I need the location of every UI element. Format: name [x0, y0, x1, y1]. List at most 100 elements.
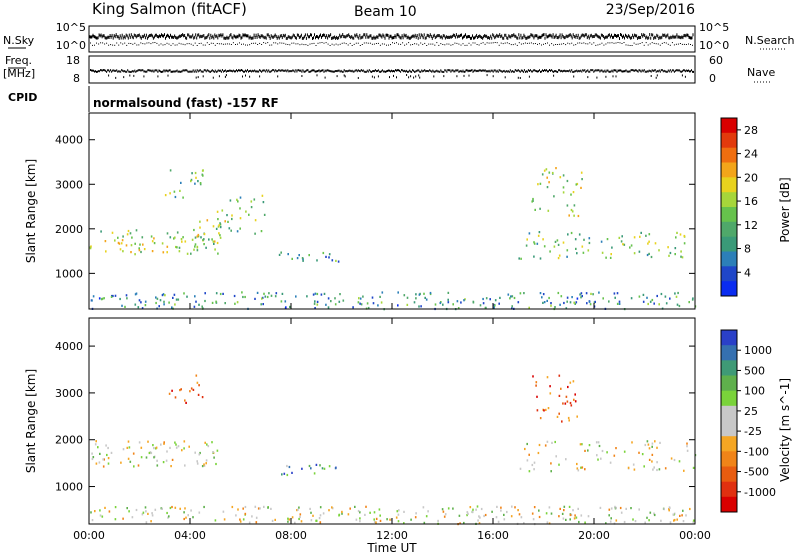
scatter-cell	[555, 455, 557, 458]
freq-sample	[143, 70, 145, 73]
nsky-tick-bottom: 10^0	[56, 39, 86, 52]
scatter-cell	[553, 245, 556, 248]
freq-sample	[205, 70, 207, 73]
scatter-cell	[539, 182, 542, 185]
scatter-cell	[236, 301, 239, 304]
scatter-cell	[561, 420, 563, 423]
scatter-cell	[654, 242, 657, 245]
nsearch-sample	[335, 43, 337, 45]
freq-sample	[120, 70, 122, 73]
scatter-cell	[676, 303, 679, 306]
freq-sample	[218, 69, 220, 72]
scatter-cell	[150, 520, 152, 523]
freq-sample	[630, 69, 632, 72]
scatter-cell	[510, 515, 513, 518]
nsearch-sample	[327, 43, 329, 45]
scatter-cell	[561, 512, 564, 515]
scatter-cell	[239, 196, 242, 199]
freq-sample	[364, 70, 366, 73]
scatter-cell	[656, 446, 658, 449]
freq-sample	[398, 69, 399, 72]
freq-sample	[641, 69, 643, 72]
scatter-cell	[162, 461, 165, 464]
nsearch-sample	[102, 42, 104, 44]
freq-sample	[602, 70, 604, 73]
scatter-cell	[102, 465, 105, 468]
nave-sample	[413, 76, 415, 79]
scatter-cell	[218, 232, 220, 235]
scatter-cell	[577, 469, 580, 472]
scatter-cell	[263, 505, 265, 508]
scatter-cell	[163, 441, 165, 444]
freq-sample	[229, 69, 231, 72]
scatter-cell	[110, 295, 113, 298]
nsearch-sample	[339, 43, 341, 45]
scatter-cell	[494, 299, 497, 302]
freq-sample	[132, 70, 134, 72]
nsearch-sample	[514, 43, 516, 45]
nsearch-sample	[301, 43, 303, 45]
nsearch-sample	[361, 44, 363, 45]
freq-sample	[635, 69, 637, 72]
scatter-cell	[537, 451, 540, 455]
scatter-cell	[395, 516, 398, 519]
scatter-cell	[94, 443, 97, 446]
freq-sample	[585, 71, 587, 73]
colorbar-segment	[721, 281, 737, 297]
freq-sample	[180, 70, 182, 73]
freq-sample	[323, 70, 325, 73]
freq-sample	[186, 69, 188, 72]
scatter-cell	[224, 220, 226, 223]
freq-sample	[406, 69, 408, 72]
scatter-cell	[672, 513, 675, 516]
nsearch-sample	[202, 44, 204, 46]
freq-sample	[281, 69, 283, 72]
scatter-cell	[660, 292, 663, 296]
freq-sample	[254, 69, 256, 72]
scatter-cell	[156, 464, 159, 467]
scatter-cell	[545, 168, 548, 171]
freq-tick-top: 18	[66, 54, 80, 67]
nsearch-sample	[281, 42, 283, 44]
scatter-cell	[138, 249, 141, 252]
freq-sample	[437, 70, 439, 73]
nsearch-sample	[428, 43, 430, 45]
scatter-cell	[216, 210, 219, 213]
scatter-cell	[182, 196, 184, 199]
freq-sample	[467, 70, 469, 73]
scatter-cell	[250, 206, 253, 209]
freq-sample	[600, 69, 602, 72]
nsearch-sample	[690, 44, 691, 45]
nsearch-sample	[128, 42, 130, 44]
freq-sample	[487, 70, 489, 73]
freq-sample	[124, 70, 126, 73]
scatter-cell	[174, 195, 177, 199]
freq-sample	[651, 69, 653, 72]
scatter-cell	[327, 306, 330, 309]
freq-sample	[134, 69, 136, 72]
scatter-cell	[117, 236, 119, 239]
scatter-cell	[554, 306, 556, 309]
xtick-label: 04:00	[174, 529, 206, 542]
ytick-label: 4000	[55, 340, 83, 353]
scatter-cell	[460, 301, 462, 304]
freq-sample	[227, 70, 229, 72]
scatter-cell	[656, 294, 658, 298]
scatter-cell	[573, 517, 576, 520]
scatter-cell	[456, 300, 459, 303]
nsearch-sample	[661, 42, 663, 44]
freq-sample	[587, 69, 589, 72]
scatter-cell	[98, 461, 101, 464]
freq-sample	[491, 69, 493, 72]
freq-sample	[572, 70, 574, 73]
nsearch-sample	[134, 42, 136, 44]
nave-sample	[681, 74, 683, 77]
nave-sample	[336, 75, 338, 78]
scatter-cell	[152, 444, 154, 447]
scatter-cell	[161, 294, 164, 297]
nave-sample	[415, 75, 417, 78]
scatter-cell	[403, 294, 406, 297]
nsearch-sample	[371, 43, 373, 45]
freq-sample	[452, 69, 454, 72]
